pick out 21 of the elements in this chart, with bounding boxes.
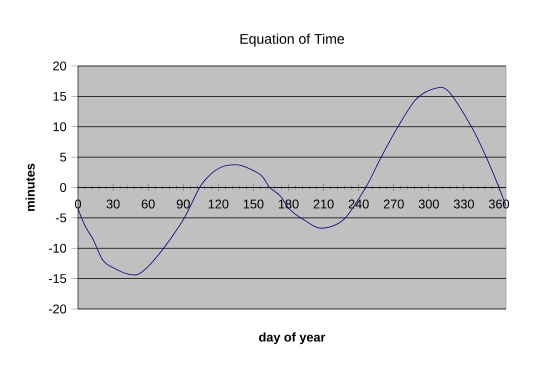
y-tick-label: -10 (48, 244, 66, 253)
y-tick-label: 15 (54, 92, 66, 101)
x-tick-label: 210 (314, 200, 334, 209)
y-tick-label: 20 (53, 62, 66, 70)
y-tick-label: -5 (56, 213, 66, 222)
x-tick-label: 270 (384, 200, 404, 209)
y-tick-label: -20 (48, 304, 66, 314)
x-axis-title: day of year (259, 332, 326, 344)
y-tick-label: -15 (48, 274, 66, 284)
x-tick-label: 300 (418, 200, 439, 209)
x-tick-label: 90 (176, 200, 190, 209)
x-tick-label: 30 (106, 200, 120, 209)
x-tick-label: 120 (208, 200, 228, 209)
y-tick-label: 0 (60, 183, 66, 192)
x-tick-label: 330 (454, 200, 474, 209)
y-tick-label: 10 (54, 122, 66, 132)
chart-title: Equation of Time (240, 34, 344, 47)
x-tick-label: 150 (244, 200, 264, 209)
y-axis-title: minutes (25, 164, 35, 211)
x-tick-label: 60 (142, 200, 155, 209)
y-tick-label: 5 (60, 152, 66, 162)
